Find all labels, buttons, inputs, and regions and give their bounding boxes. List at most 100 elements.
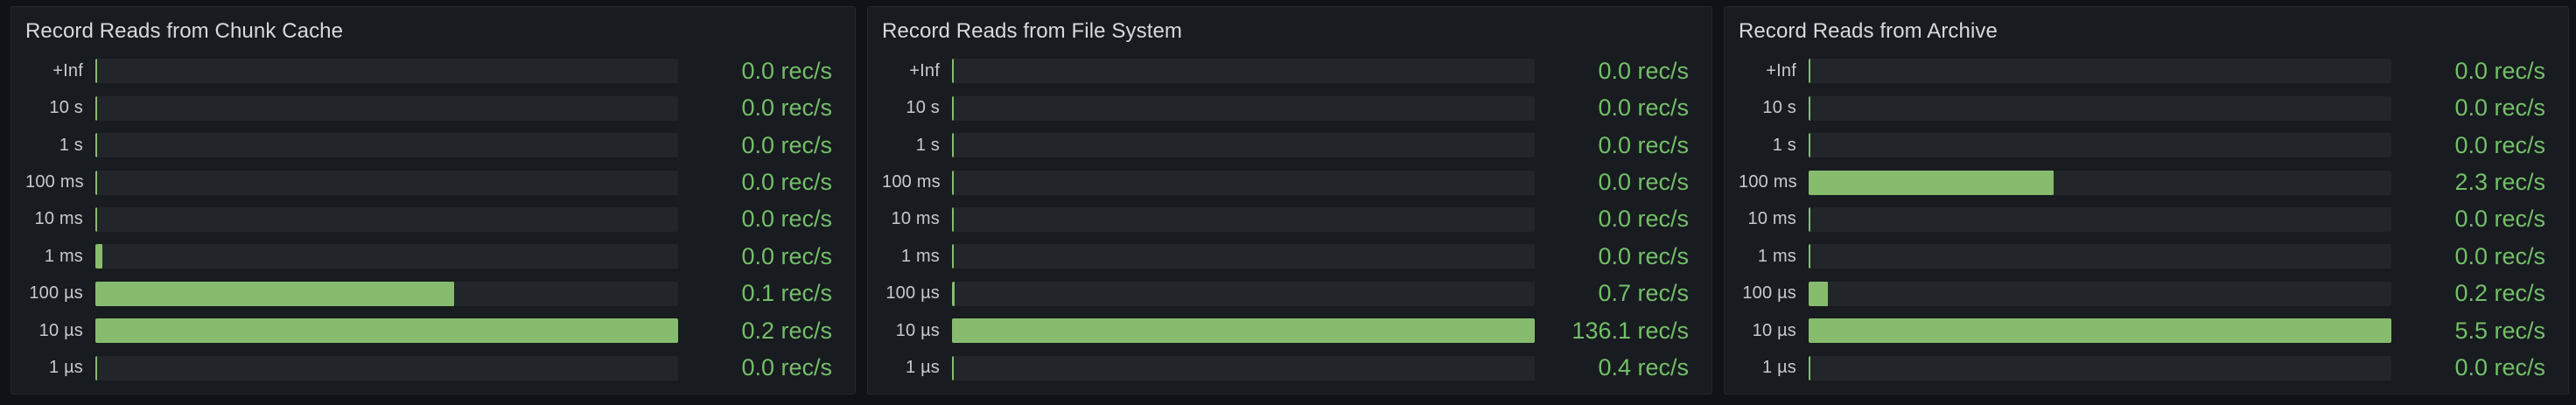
bar-gauge: +Inf 0.0 rec/s 10 s 0.0 rec/s 1 s 0.0 re… (1725, 51, 2568, 394)
bucket-label: +Inf (1766, 60, 1796, 80)
panel-title[interactable]: Record Reads from File System (882, 19, 1183, 43)
gauge-value: 0.0 rec/s (1598, 131, 1689, 158)
panel-title[interactable]: Record Reads from Archive (1739, 19, 1998, 43)
gauge-value: 0.2 rec/s (2454, 280, 2545, 307)
gauge-fill (95, 244, 102, 269)
gauge-value: 0.0 rec/s (2454, 354, 2545, 381)
bucket-label: 1 ms (44, 246, 83, 266)
gauge-fill (952, 95, 954, 121)
gauge-fill (1809, 170, 2054, 195)
gauge-value: 0.0 rec/s (1598, 57, 1689, 84)
gauge-fill (95, 170, 97, 195)
gauge-track (95, 170, 678, 195)
gauge-value: 0.0 rec/s (741, 242, 832, 269)
gauge-value: 0.0 rec/s (2454, 206, 2545, 233)
gauge-row: 100 ms 0.0 rec/s (882, 164, 1689, 201)
gauge-track (95, 133, 678, 158)
gauge-row: 10 s 0.0 rec/s (1739, 90, 2545, 127)
gauge-value: 0.0 rec/s (1598, 242, 1689, 269)
gauge-fill (952, 281, 956, 306)
gauge-fill (1809, 355, 1810, 381)
gauge-value: 0.2 rec/s (741, 317, 832, 344)
bucket-label: 1 s (59, 135, 83, 155)
bucket-label: 1 µs (1761, 358, 1796, 378)
gauge-row: 10 µs 136.1 rec/s (882, 312, 1689, 349)
panel-record-reads-from-file-system: Record Reads from File System +Inf 0.0 r… (867, 6, 1712, 395)
gauge-track (952, 170, 1535, 195)
gauge-track (95, 206, 678, 232)
gauge-track (1809, 355, 2391, 381)
gauge-track (952, 206, 1535, 232)
bucket-label: 10 ms (34, 209, 83, 229)
bucket-label: 10 µs (895, 320, 940, 340)
gauge-row: 1 ms 0.0 rec/s (882, 238, 1689, 275)
gauge-fill (95, 133, 97, 158)
gauge-track (952, 244, 1535, 269)
gauge-track (95, 244, 678, 269)
gauge-row: 10 ms 0.0 rec/s (1739, 201, 2545, 238)
gauge-row: 10 s 0.0 rec/s (25, 90, 832, 127)
gauge-value: 0.0 rec/s (741, 354, 832, 381)
bucket-label: 10 s (49, 98, 83, 118)
gauge-value: 0.0 rec/s (1598, 169, 1689, 196)
panel-title[interactable]: Record Reads from Chunk Cache (25, 19, 344, 43)
bucket-label: +Inf (52, 60, 83, 80)
bucket-label: 1 µs (905, 358, 940, 378)
gauge-row: 1 s 0.0 rec/s (25, 127, 832, 164)
gauge-fill (952, 355, 954, 381)
gauge-fill (95, 281, 454, 306)
gauge-track (1809, 206, 2391, 232)
gauge-value: 0.4 rec/s (1598, 354, 1689, 381)
panel-header: Record Reads from File System (868, 7, 1712, 51)
bucket-label: 100 µs (1742, 283, 1796, 304)
gauge-value: 0.1 rec/s (741, 280, 832, 307)
gauge-fill (952, 133, 954, 158)
gauge-track (1809, 133, 2391, 158)
gauge-value: 0.0 rec/s (741, 169, 832, 196)
gauge-row: 10 µs 5.5 rec/s (1739, 312, 2545, 349)
gauge-track (1809, 244, 2391, 269)
gauge-row: 10 ms 0.0 rec/s (25, 201, 832, 238)
gauge-value: 0.0 rec/s (2454, 57, 2545, 84)
bucket-label: 100 µs (886, 283, 940, 304)
gauge-fill (1809, 206, 1810, 232)
bucket-label: 10 ms (1747, 209, 1796, 229)
gauge-track (952, 318, 1535, 344)
gauge-fill (95, 318, 678, 344)
gauge-track (1809, 95, 2391, 121)
gauge-fill (95, 59, 97, 84)
gauge-value: 0.0 rec/s (741, 131, 832, 158)
gauge-fill (952, 59, 954, 84)
bucket-label: 100 ms (1739, 172, 1797, 192)
gauge-track (952, 281, 1535, 306)
bucket-label: 10 µs (1752, 320, 1796, 340)
gauge-value: 0.7 rec/s (1598, 280, 1689, 307)
gauge-track (1809, 170, 2391, 195)
gauge-value: 0.0 rec/s (2454, 131, 2545, 158)
bucket-label: 1 µs (48, 358, 83, 378)
gauge-fill (95, 95, 97, 121)
gauge-track (95, 355, 678, 381)
panel-header: Record Reads from Chunk Cache (11, 7, 855, 51)
bucket-label: 1 s (1772, 135, 1796, 155)
gauge-value: 5.5 rec/s (2454, 317, 2545, 344)
bucket-label: 1 ms (900, 246, 940, 266)
gauge-track (1809, 281, 2391, 306)
gauge-track (1809, 59, 2391, 84)
gauge-fill (1809, 59, 1810, 84)
bucket-label: 100 µs (29, 283, 83, 304)
bucket-label: 100 ms (25, 172, 84, 192)
gauge-fill (1809, 244, 1810, 269)
panel-header: Record Reads from Archive (1725, 7, 2568, 51)
gauge-track (952, 355, 1535, 381)
gauge-row: 100 ms 2.3 rec/s (1739, 164, 2545, 201)
gauge-row: 100 µs 0.2 rec/s (1739, 276, 2545, 312)
bar-gauge: +Inf 0.0 rec/s 10 s 0.0 rec/s 1 s 0.0 re… (11, 51, 855, 394)
gauge-row: 10 ms 0.0 rec/s (882, 201, 1689, 238)
gauge-value: 0.0 rec/s (1598, 206, 1689, 233)
gauge-row: 1 µs 0.0 rec/s (1739, 350, 2545, 387)
gauge-row: 100 µs 0.7 rec/s (882, 276, 1689, 312)
panel-record-reads-from-archive: Record Reads from Archive +Inf 0.0 rec/s… (1724, 6, 2569, 395)
bucket-label: 10 ms (891, 209, 940, 229)
gauge-row: +Inf 0.0 rec/s (882, 52, 1689, 89)
